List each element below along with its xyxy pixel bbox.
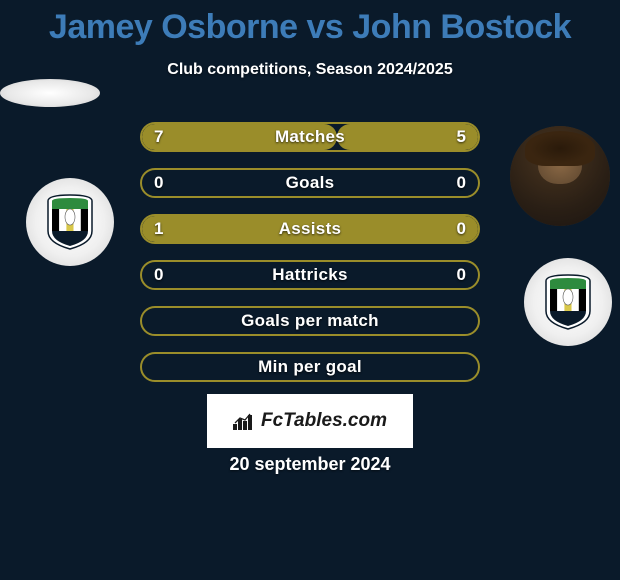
stat-label: Min per goal: [258, 357, 362, 377]
vs-text: vs: [306, 8, 343, 46]
subtitle: Club competitions, Season 2024/2025: [0, 61, 620, 79]
player2-avatar: [510, 126, 610, 226]
stat-value-left: 7: [154, 127, 163, 147]
stat-value-left: 1: [154, 219, 163, 239]
player1-club-crest: [26, 178, 114, 266]
stat-value-right: 5: [457, 127, 466, 147]
player2-photo: [510, 126, 610, 226]
fctables-logo-icon: [233, 412, 255, 430]
stat-value-right: 0: [457, 265, 466, 285]
stat-label: Goals: [286, 173, 335, 193]
club-shield-icon: [44, 193, 96, 251]
stat-bar: 7 5 Matches: [140, 122, 480, 152]
player2-club-crest: [524, 258, 612, 346]
stat-bar: Goals per match: [140, 306, 480, 336]
watermark: FcTables.com: [207, 394, 413, 448]
stat-value-right: 0: [457, 219, 466, 239]
stat-label: Matches: [275, 127, 345, 147]
stat-bar: 0 0 Hattricks: [140, 260, 480, 290]
stat-value-right: 0: [457, 173, 466, 193]
stat-label: Goals per match: [241, 311, 379, 331]
player1-name: Jamey Osborne: [49, 8, 298, 46]
watermark-text: FcTables.com: [261, 410, 387, 432]
player1-avatar: [0, 79, 100, 107]
stat-value-left: 0: [154, 173, 163, 193]
stats-container: 7 5 Matches 0 0 Goals 1 0 Assists 0 0 Hattricks Goal…: [140, 122, 480, 398]
page-title: Jamey Osborne vs John Bostock: [0, 0, 620, 47]
player2-name: John Bostock: [352, 8, 571, 46]
stat-label: Hattricks: [272, 265, 347, 285]
stat-bar: 1 0 Assists: [140, 214, 480, 244]
stat-bar: Min per goal: [140, 352, 480, 382]
stat-label: Assists: [279, 219, 342, 239]
club-shield-icon: [542, 273, 594, 331]
stat-value-left: 0: [154, 265, 163, 285]
date-text: 20 september 2024: [0, 454, 620, 475]
stat-bar: 0 0 Goals: [140, 168, 480, 198]
